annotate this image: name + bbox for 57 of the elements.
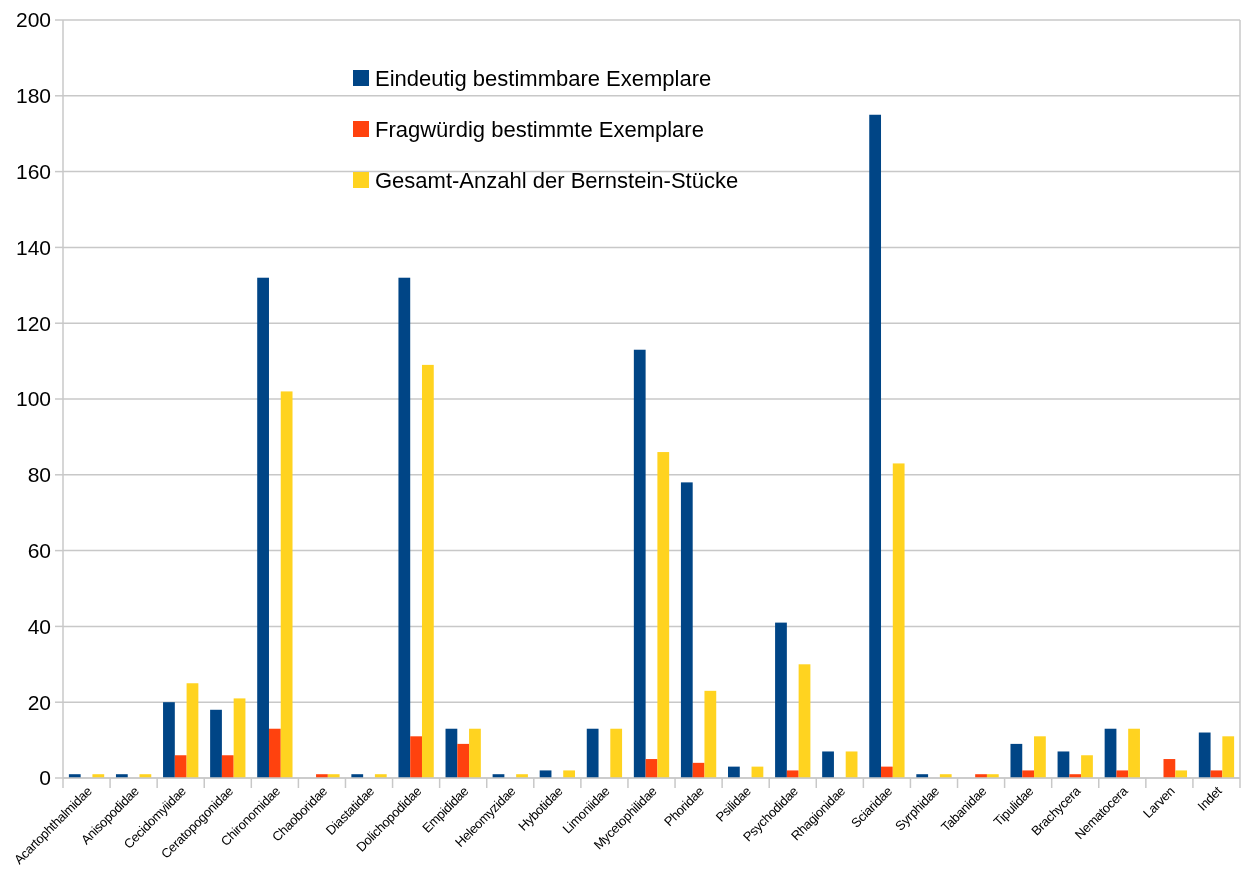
bar [421, 364, 434, 778]
legend-label: Fragwürdig bestimmte Exemplare [375, 116, 704, 142]
bar [1163, 759, 1176, 778]
bar [563, 770, 575, 778]
bar [704, 690, 717, 778]
bar [398, 277, 411, 778]
legend-label: Eindeutig bestimmbare Exemplare [375, 65, 712, 91]
bar [1034, 736, 1046, 778]
bar [892, 463, 905, 778]
bar [1175, 770, 1188, 778]
bar [1128, 728, 1140, 778]
bar [221, 755, 234, 778]
y-tick-label: 160 [15, 159, 51, 183]
bar [469, 728, 481, 778]
bar [798, 664, 811, 778]
bar [728, 766, 740, 778]
bar [1010, 743, 1023, 778]
bar [457, 743, 470, 778]
bar [1022, 770, 1035, 778]
bar [445, 728, 458, 778]
bar [1198, 732, 1211, 778]
y-tick-label: 100 [15, 387, 51, 411]
bar [633, 349, 646, 778]
bar [586, 728, 599, 778]
bar [610, 728, 623, 778]
bar [1081, 755, 1093, 778]
bar [869, 114, 882, 778]
bar [163, 702, 175, 778]
bar [257, 277, 269, 778]
y-tick-label: 80 [27, 463, 51, 487]
bar [822, 751, 834, 778]
bar [210, 709, 222, 778]
y-tick-label: 180 [15, 84, 51, 108]
bar [174, 755, 187, 778]
bar [786, 770, 799, 778]
bar [1116, 770, 1129, 778]
y-tick-label: 40 [27, 614, 51, 638]
y-tick-label: 120 [15, 311, 51, 335]
legend-label: Gesamt-Anzahl der Bernstein-Stücke [375, 167, 739, 193]
bar [657, 452, 670, 778]
bar [233, 698, 246, 778]
bar [881, 766, 893, 778]
y-tick-label: 0 [39, 766, 51, 790]
bar [775, 622, 787, 778]
bar [1104, 728, 1117, 778]
y-tick-label: 60 [27, 538, 51, 562]
bar [186, 683, 199, 778]
bar [845, 751, 858, 778]
bar [410, 736, 422, 778]
bar [268, 728, 281, 778]
bar [280, 391, 293, 778]
y-tick-label: 20 [27, 690, 51, 714]
bar [680, 482, 693, 778]
bar [1057, 751, 1070, 778]
bar [1222, 736, 1235, 778]
y-tick-label: 140 [15, 235, 51, 259]
y-tick-label: 200 [15, 8, 51, 32]
